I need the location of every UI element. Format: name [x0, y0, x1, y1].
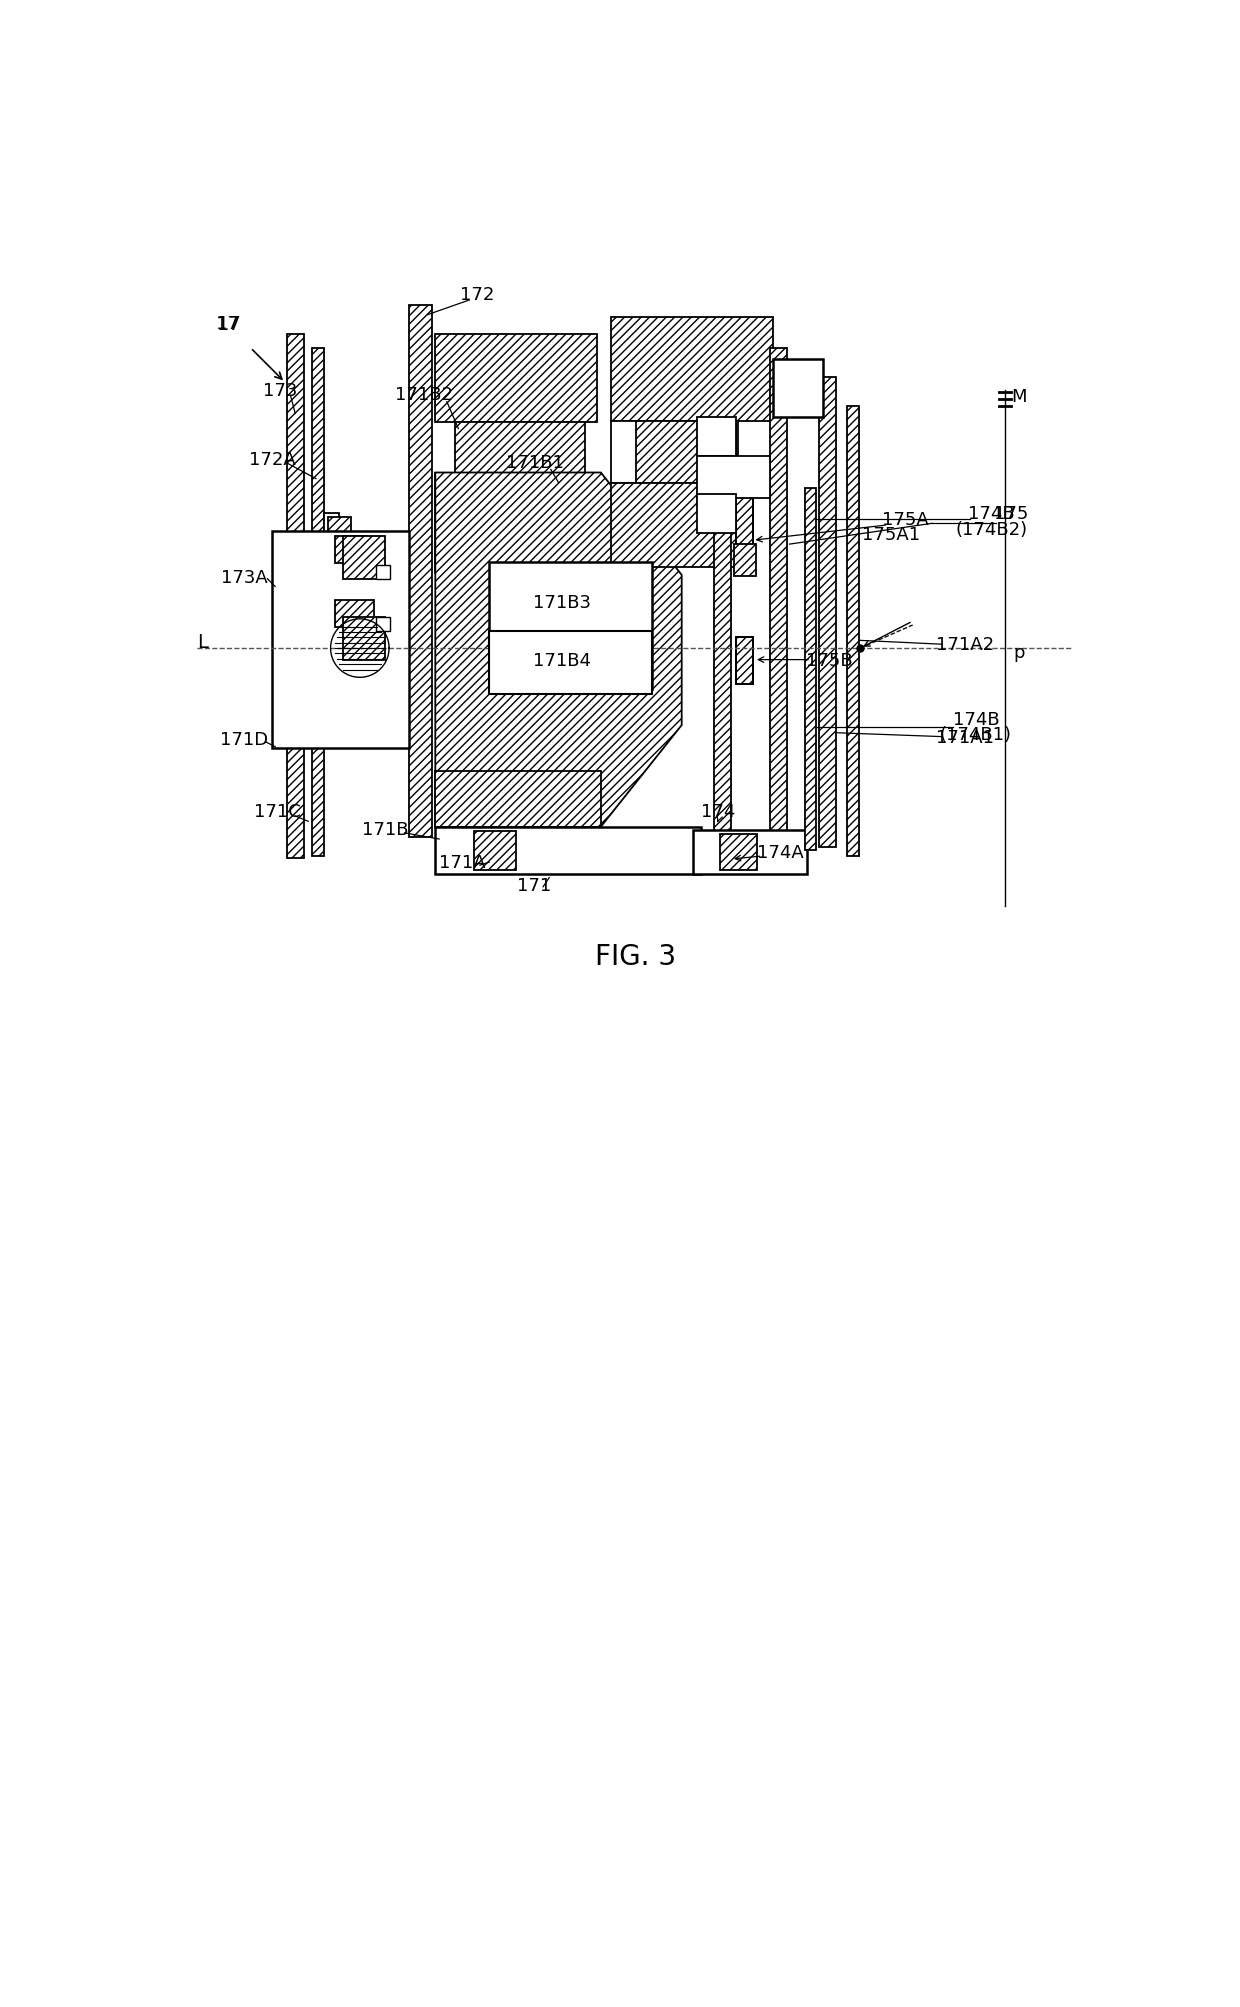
- Text: 175: 175: [994, 506, 1028, 524]
- Bar: [409, 307, 433, 837]
- Bar: [327, 518, 351, 552]
- Text: 173A: 173A: [221, 568, 268, 586]
- Bar: [335, 600, 373, 628]
- Bar: [847, 405, 859, 857]
- Bar: [343, 618, 386, 660]
- Bar: [435, 474, 601, 574]
- Bar: [435, 773, 601, 827]
- Bar: [697, 456, 770, 498]
- Polygon shape: [435, 474, 682, 827]
- Text: 175B: 175B: [806, 652, 853, 668]
- Bar: [376, 566, 389, 580]
- Text: 17: 17: [217, 315, 242, 333]
- Bar: [773, 359, 822, 417]
- Text: 175A: 175A: [882, 510, 929, 528]
- Bar: [490, 632, 652, 694]
- Text: 171B4: 171B4: [533, 652, 591, 668]
- Text: 171B1: 171B1: [506, 454, 564, 472]
- Text: 171A1: 171A1: [936, 729, 994, 747]
- Bar: [770, 349, 787, 849]
- Text: p: p: [1013, 644, 1024, 662]
- Text: 171A2: 171A2: [936, 636, 994, 654]
- Bar: [735, 636, 753, 684]
- Text: 171D: 171D: [221, 731, 268, 749]
- Bar: [818, 377, 836, 847]
- Text: 173: 173: [263, 381, 296, 399]
- Bar: [734, 544, 755, 578]
- Bar: [272, 532, 409, 749]
- Bar: [455, 423, 585, 474]
- Bar: [435, 827, 701, 875]
- Text: FIG. 3: FIG. 3: [595, 943, 676, 971]
- Bar: [490, 562, 652, 690]
- Bar: [288, 335, 304, 859]
- Bar: [735, 496, 753, 568]
- Bar: [611, 484, 742, 568]
- Text: L: L: [197, 632, 208, 652]
- Text: 171B3: 171B3: [533, 594, 591, 612]
- Text: 175A1: 175A1: [862, 526, 920, 544]
- Text: 17: 17: [216, 315, 239, 333]
- Bar: [611, 317, 773, 421]
- Bar: [324, 514, 339, 534]
- Bar: [324, 534, 335, 672]
- Text: M: M: [1011, 387, 1027, 405]
- Text: 171B: 171B: [362, 821, 408, 839]
- Bar: [335, 538, 366, 564]
- Bar: [635, 421, 735, 484]
- Text: (174B2): (174B2): [955, 520, 1027, 538]
- Bar: [714, 530, 730, 849]
- Text: (174B1): (174B1): [940, 727, 1012, 745]
- Text: 174B: 174B: [952, 710, 999, 729]
- Text: 171C: 171C: [254, 803, 301, 821]
- Text: 171: 171: [517, 877, 551, 895]
- Bar: [474, 833, 516, 871]
- Text: 174B: 174B: [968, 506, 1014, 524]
- Bar: [376, 618, 389, 632]
- Bar: [805, 488, 816, 851]
- Text: 172: 172: [460, 285, 495, 303]
- Text: 171B2: 171B2: [394, 385, 453, 403]
- Text: 172A: 172A: [249, 452, 295, 470]
- Bar: [735, 636, 753, 684]
- Bar: [435, 335, 596, 423]
- Bar: [693, 831, 807, 875]
- Bar: [720, 835, 758, 871]
- Text: 171A: 171A: [439, 853, 486, 871]
- Text: 174A: 174A: [756, 843, 804, 861]
- Bar: [312, 349, 325, 857]
- Bar: [697, 417, 735, 456]
- Text: 174: 174: [702, 803, 735, 821]
- Bar: [611, 421, 738, 484]
- Bar: [735, 496, 753, 568]
- Bar: [343, 538, 386, 580]
- Bar: [697, 496, 735, 534]
